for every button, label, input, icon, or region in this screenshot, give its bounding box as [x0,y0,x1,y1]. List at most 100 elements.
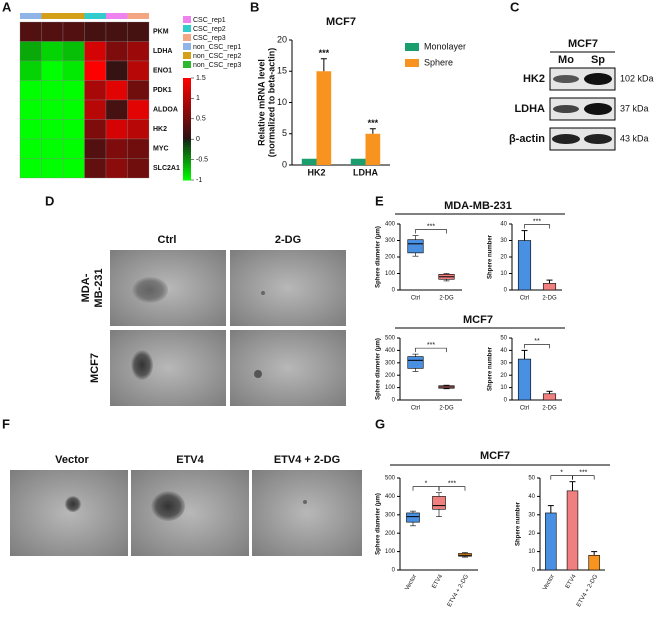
y-tick-label: 200 [385,255,396,261]
bar [545,512,557,571]
column-group-bar [127,13,149,19]
y-tick-label: 100 [385,271,396,277]
significance-bracket [415,229,447,234]
heatmap-cell [19,158,42,179]
row-label: MCF7 [89,353,101,383]
x-tick-label: Ctrl [411,296,420,302]
heatmap-cell [19,41,42,62]
y-axis-label: Sphere diameter (μm) [376,493,382,555]
column-group-bar [41,13,63,19]
y-tick-label: 10 [500,385,507,391]
y-tick-label: 400 [385,222,396,228]
heatmap-cell [41,119,64,140]
gene-label: ALDOA [153,107,178,114]
gene-label: PDK1 [153,87,172,94]
heatmap-cell [127,158,150,179]
y-tick-label: 400 [385,494,396,500]
heatmap-cell [41,80,64,101]
y-axis-label: Sphere diameter (μm) [376,338,382,400]
bar [566,490,579,571]
x-tick-label: 2-DG [439,406,454,412]
y-tick-label: 15 [277,66,287,76]
scale-bar [183,113,191,117]
y-tick-label: 20 [500,255,507,261]
heatmap-cell [127,138,150,159]
scale-bar [183,78,191,82]
scale-bar [183,162,191,166]
significance-bracket [524,224,550,229]
x-tick-label: LDHA [353,167,378,177]
scale-bar [183,146,191,150]
significance: * [560,470,563,477]
heatmap-cell [41,99,64,120]
bar [350,158,366,165]
bar [301,158,317,165]
y-tick-label: 300 [385,360,396,366]
scale-bar [183,98,191,102]
gene-label: LDHA [153,48,172,55]
heatmap-cell [41,138,64,159]
y-tick-label: 20 [528,531,535,537]
bar [316,71,332,165]
scale-label: -1 [196,177,202,184]
bar [517,240,532,291]
heatmap-cell [105,119,128,140]
legend-swatch [183,52,191,59]
x-tick-label: Vector [404,574,418,592]
y-tick-label: 0 [532,568,536,574]
column-group-bar [63,13,85,19]
scale-bar [183,129,191,133]
scale-bar [183,85,191,89]
heatmap-cell [19,119,42,140]
y-tick-label: 500 [385,336,396,342]
y-axis-label: (normalized to beta-actin) [266,48,276,158]
column-label: 2-DG [275,234,301,246]
heatmap-cell [19,99,42,120]
legend-label: non_CSC_rep1 [193,44,241,51]
y-tick-label: 400 [385,348,396,354]
micrographs [10,470,362,556]
panel-title: MCF7 [463,314,493,326]
column-label: Vector [55,454,89,466]
scale-bar [183,164,191,168]
column-label: ETV4 + 2-DG [274,454,340,466]
heatmap-cell [19,60,42,81]
y-tick-label: 0 [392,568,396,574]
heatmap-cell [62,60,85,81]
heatmap-cell [62,41,85,62]
x-tick-label: Ctrl [520,406,529,412]
heatmap-cell [41,41,64,62]
lane-label: Sp [591,54,605,66]
micrographs [110,250,346,406]
column-group-bar [106,13,128,19]
heatmap-cell [105,21,128,42]
legend-swatch [183,43,191,50]
y-tick-label: 40 [500,222,507,228]
y-tick-label: 300 [385,512,396,518]
scale-bar [183,139,191,143]
x-tick-label: 2-DG [439,296,454,302]
gene-label: ENO1 [153,68,172,75]
x-tick-label: ETV4 [431,573,444,590]
scale-bar [183,80,191,84]
band-name: LDHA [514,103,545,115]
heatmap-cell [84,60,107,81]
y-axis-label: Relative mRNA level [256,59,266,146]
panel-label: C [510,0,520,14]
y-tick-label: 50 [500,336,507,342]
scale-bar [183,136,191,140]
scale-bar [183,90,191,94]
legend-swatch [405,59,419,67]
scale-bar [183,174,191,178]
y-tick-label: 10 [500,271,507,277]
y-tick-label: 10 [277,97,287,107]
scale-label: 1 [196,95,200,102]
scale-bar [183,134,191,138]
heatmap-cell [62,119,85,140]
heatmap-cell [19,80,42,101]
scale-bar [183,172,191,176]
column-group-bar [84,13,106,19]
scale-bar [183,88,191,92]
bar [588,554,600,571]
scale-bar [183,103,191,107]
